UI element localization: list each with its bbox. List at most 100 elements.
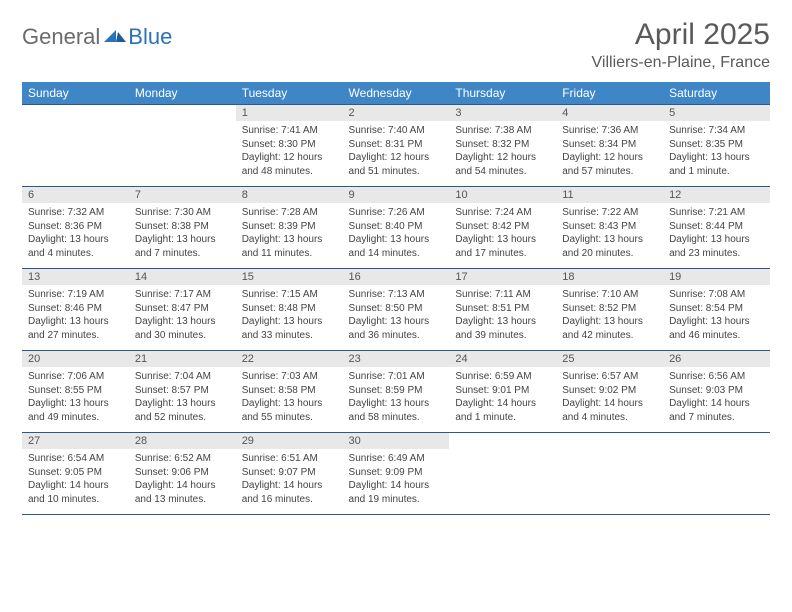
daynum-row: 27282930: [22, 433, 770, 450]
logo-text-general: General: [22, 24, 100, 50]
daylight-line: Daylight: 14 hours and 4 minutes.: [562, 397, 657, 424]
day-number-cell: 8: [236, 187, 343, 204]
sunrise-line: Sunrise: 7:03 AM: [242, 370, 337, 384]
detail-row: Sunrise: 7:32 AMSunset: 8:36 PMDaylight:…: [22, 203, 770, 269]
day-detail-cell: Sunrise: 7:22 AMSunset: 8:43 PMDaylight:…: [556, 203, 663, 269]
day-detail-cell: Sunrise: 7:17 AMSunset: 8:47 PMDaylight:…: [129, 285, 236, 351]
daynum-row: 12345: [22, 105, 770, 122]
daylight-line: Daylight: 13 hours and 17 minutes.: [455, 233, 550, 260]
day-number-cell: 5: [663, 105, 770, 122]
sunrise-line: Sunrise: 7:40 AM: [349, 124, 444, 138]
day-number-cell: 21: [129, 351, 236, 368]
sunrise-line: Sunrise: 6:54 AM: [28, 452, 123, 466]
sunset-line: Sunset: 8:46 PM: [28, 302, 123, 316]
calendar-header-row: SundayMondayTuesdayWednesdayThursdayFrid…: [22, 82, 770, 105]
sunset-line: Sunset: 9:01 PM: [455, 384, 550, 398]
day-detail-cell: Sunrise: 6:51 AMSunset: 9:07 PMDaylight:…: [236, 449, 343, 515]
daylight-line: Daylight: 13 hours and 4 minutes.: [28, 233, 123, 260]
day-number-cell: 3: [449, 105, 556, 122]
sunset-line: Sunset: 9:02 PM: [562, 384, 657, 398]
sunset-line: Sunset: 8:35 PM: [669, 138, 764, 152]
sunset-line: Sunset: 8:31 PM: [349, 138, 444, 152]
daynum-row: 20212223242526: [22, 351, 770, 368]
day-detail-cell: Sunrise: 7:41 AMSunset: 8:30 PMDaylight:…: [236, 121, 343, 187]
detail-row: Sunrise: 7:41 AMSunset: 8:30 PMDaylight:…: [22, 121, 770, 187]
daylight-line: Daylight: 13 hours and 27 minutes.: [28, 315, 123, 342]
day-number-cell: 6: [22, 187, 129, 204]
sunrise-line: Sunrise: 7:17 AM: [135, 288, 230, 302]
daylight-line: Daylight: 13 hours and 11 minutes.: [242, 233, 337, 260]
sunrise-line: Sunrise: 7:38 AM: [455, 124, 550, 138]
daylight-line: Daylight: 13 hours and 46 minutes.: [669, 315, 764, 342]
day-detail-cell: Sunrise: 7:08 AMSunset: 8:54 PMDaylight:…: [663, 285, 770, 351]
daylight-line: Daylight: 12 hours and 54 minutes.: [455, 151, 550, 178]
sunset-line: Sunset: 9:06 PM: [135, 466, 230, 480]
weekday-header: Monday: [129, 82, 236, 105]
sunrise-line: Sunrise: 7:19 AM: [28, 288, 123, 302]
daynum-row: 6789101112: [22, 187, 770, 204]
sunset-line: Sunset: 8:34 PM: [562, 138, 657, 152]
sunset-line: Sunset: 8:30 PM: [242, 138, 337, 152]
weekday-header: Friday: [556, 82, 663, 105]
sunrise-line: Sunrise: 7:34 AM: [669, 124, 764, 138]
location-subtitle: Villiers-en-Plaine, France: [592, 54, 770, 72]
sunset-line: Sunset: 8:47 PM: [135, 302, 230, 316]
sunrise-line: Sunrise: 6:59 AM: [455, 370, 550, 384]
day-detail-cell: Sunrise: 7:03 AMSunset: 8:58 PMDaylight:…: [236, 367, 343, 433]
day-number-cell: 9: [343, 187, 450, 204]
daylight-line: Daylight: 13 hours and 55 minutes.: [242, 397, 337, 424]
daylight-line: Daylight: 13 hours and 33 minutes.: [242, 315, 337, 342]
day-number-cell: 20: [22, 351, 129, 368]
weekday-header: Wednesday: [343, 82, 450, 105]
sunrise-line: Sunrise: 7:22 AM: [562, 206, 657, 220]
day-detail-cell: Sunrise: 7:19 AMSunset: 8:46 PMDaylight:…: [22, 285, 129, 351]
daylight-line: Daylight: 14 hours and 13 minutes.: [135, 479, 230, 506]
daylight-line: Daylight: 13 hours and 14 minutes.: [349, 233, 444, 260]
day-detail-cell: Sunrise: 6:59 AMSunset: 9:01 PMDaylight:…: [449, 367, 556, 433]
day-number-cell: 29: [236, 433, 343, 450]
day-detail-cell: Sunrise: 7:04 AMSunset: 8:57 PMDaylight:…: [129, 367, 236, 433]
day-number-cell: 13: [22, 269, 129, 286]
day-number-cell: 4: [556, 105, 663, 122]
empty-detail-cell: [22, 121, 129, 187]
daynum-row: 13141516171819: [22, 269, 770, 286]
day-number-cell: 10: [449, 187, 556, 204]
empty-detail-cell: [449, 449, 556, 515]
day-number-cell: 11: [556, 187, 663, 204]
sunset-line: Sunset: 8:42 PM: [455, 220, 550, 234]
day-number-cell: 14: [129, 269, 236, 286]
day-detail-cell: Sunrise: 6:54 AMSunset: 9:05 PMDaylight:…: [22, 449, 129, 515]
empty-daynum-cell: [663, 433, 770, 450]
sunset-line: Sunset: 8:39 PM: [242, 220, 337, 234]
day-number-cell: 22: [236, 351, 343, 368]
day-detail-cell: Sunrise: 7:36 AMSunset: 8:34 PMDaylight:…: [556, 121, 663, 187]
day-number-cell: 25: [556, 351, 663, 368]
day-detail-cell: Sunrise: 7:40 AMSunset: 8:31 PMDaylight:…: [343, 121, 450, 187]
day-detail-cell: Sunrise: 7:30 AMSunset: 8:38 PMDaylight:…: [129, 203, 236, 269]
day-detail-cell: Sunrise: 7:32 AMSunset: 8:36 PMDaylight:…: [22, 203, 129, 269]
sunset-line: Sunset: 9:03 PM: [669, 384, 764, 398]
daylight-line: Daylight: 12 hours and 51 minutes.: [349, 151, 444, 178]
day-number-cell: 2: [343, 105, 450, 122]
daylight-line: Daylight: 13 hours and 39 minutes.: [455, 315, 550, 342]
sunrise-line: Sunrise: 6:49 AM: [349, 452, 444, 466]
daylight-line: Daylight: 13 hours and 30 minutes.: [135, 315, 230, 342]
daylight-line: Daylight: 13 hours and 20 minutes.: [562, 233, 657, 260]
sunrise-line: Sunrise: 7:32 AM: [28, 206, 123, 220]
day-number-cell: 15: [236, 269, 343, 286]
sunrise-line: Sunrise: 7:08 AM: [669, 288, 764, 302]
daylight-line: Daylight: 14 hours and 1 minute.: [455, 397, 550, 424]
logo-mark-icon: [104, 26, 126, 49]
day-detail-cell: Sunrise: 7:13 AMSunset: 8:50 PMDaylight:…: [343, 285, 450, 351]
day-detail-cell: Sunrise: 7:28 AMSunset: 8:39 PMDaylight:…: [236, 203, 343, 269]
daylight-line: Daylight: 13 hours and 42 minutes.: [562, 315, 657, 342]
day-detail-cell: Sunrise: 7:21 AMSunset: 8:44 PMDaylight:…: [663, 203, 770, 269]
weekday-header: Thursday: [449, 82, 556, 105]
sunrise-line: Sunrise: 7:06 AM: [28, 370, 123, 384]
daylight-line: Daylight: 12 hours and 57 minutes.: [562, 151, 657, 178]
sunrise-line: Sunrise: 6:51 AM: [242, 452, 337, 466]
sunset-line: Sunset: 8:36 PM: [28, 220, 123, 234]
daylight-line: Daylight: 13 hours and 1 minute.: [669, 151, 764, 178]
logo-text-blue: Blue: [128, 24, 172, 50]
day-detail-cell: Sunrise: 7:01 AMSunset: 8:59 PMDaylight:…: [343, 367, 450, 433]
